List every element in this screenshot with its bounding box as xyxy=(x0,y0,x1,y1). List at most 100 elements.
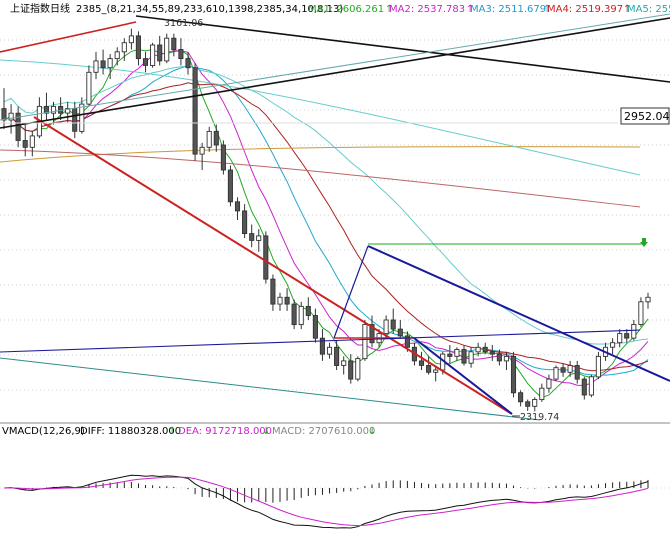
candle-body xyxy=(213,130,219,146)
blue-channel-upper xyxy=(367,245,670,382)
resistance-arrow-icon xyxy=(640,238,648,247)
price-box xyxy=(620,107,670,125)
candle-body xyxy=(135,35,141,60)
candle-body xyxy=(150,44,156,66)
candle-body xyxy=(79,103,85,132)
candle-body xyxy=(107,58,113,69)
candle-body xyxy=(305,305,311,316)
candle-body xyxy=(93,60,99,73)
ma3-arrow: ↑ xyxy=(543,4,551,15)
candle-body xyxy=(22,140,28,148)
candle-body xyxy=(468,351,474,364)
candle-body xyxy=(503,355,509,362)
candle-body xyxy=(1,108,7,121)
candle-body xyxy=(256,235,262,241)
candle-body xyxy=(426,365,432,373)
candle-body xyxy=(595,355,601,378)
candle-body xyxy=(348,360,354,380)
candle-body xyxy=(86,71,92,105)
candle-body xyxy=(234,201,241,212)
candle-body xyxy=(496,353,502,362)
ma4-line xyxy=(3,82,649,372)
macd-dea-arrow: ↓ xyxy=(262,426,270,437)
candle-body xyxy=(206,130,212,148)
candle-body xyxy=(43,105,49,114)
candle-body xyxy=(447,353,453,357)
macd-value-arrow: ↓ xyxy=(368,426,376,437)
candle-body xyxy=(645,296,651,303)
candle-body xyxy=(510,355,517,394)
red-trendline-top xyxy=(0,21,137,53)
high-label: 3161.06 xyxy=(164,18,203,29)
low-label: 2319.74 xyxy=(520,412,559,423)
candle-body xyxy=(560,367,566,373)
red-trendline-down xyxy=(33,116,513,415)
trend-lines xyxy=(0,13,670,421)
candle-body xyxy=(489,351,495,355)
candle-body xyxy=(546,378,552,389)
candle-body xyxy=(334,346,340,366)
candle-body xyxy=(539,387,545,401)
candle-body xyxy=(617,333,623,344)
ma5-line xyxy=(3,65,649,345)
macd-title: VMACD(12,26,9) xyxy=(2,426,85,437)
candle-body xyxy=(277,296,283,305)
candle-body xyxy=(312,315,318,339)
candle-body xyxy=(291,303,297,326)
candle-body xyxy=(178,49,184,60)
macd-dea: DEA: 9172718.000 xyxy=(178,426,272,437)
candle-body xyxy=(390,319,396,330)
macd-panel xyxy=(0,474,670,529)
candle-body xyxy=(475,346,481,353)
candle-body xyxy=(326,346,333,355)
candle-body xyxy=(610,342,616,348)
candle-body xyxy=(249,233,255,241)
candle-body xyxy=(418,360,425,366)
ma7-line xyxy=(0,149,641,208)
ma2-arrow: ↑ xyxy=(466,4,474,15)
black-trendline-up xyxy=(0,17,670,129)
candle-body xyxy=(284,296,290,305)
ma1-arrow: ↑ xyxy=(385,4,393,15)
candle-body xyxy=(461,349,467,364)
candle-body xyxy=(29,135,35,148)
candle-body xyxy=(532,399,538,407)
candle-body xyxy=(525,401,531,407)
candle-body xyxy=(518,392,524,403)
candle-body xyxy=(171,37,177,51)
ma6-line xyxy=(0,146,641,163)
candle-body xyxy=(362,324,368,360)
blue-channel-left xyxy=(333,245,369,339)
candle-body xyxy=(567,365,573,373)
ma4-arrow: ↑ xyxy=(623,4,631,15)
candle-body xyxy=(185,58,191,69)
navy-trendline xyxy=(0,329,641,353)
teal-trendline-long xyxy=(0,357,541,421)
candle-body xyxy=(270,278,276,305)
chart-params: 2385_(8,21,34,55,89,233,610,1398,2385,34… xyxy=(76,4,343,15)
macd-diff-arrow: ↑ xyxy=(168,426,176,437)
candle-body xyxy=(263,235,269,280)
candles xyxy=(1,28,651,412)
candle-body xyxy=(114,51,120,60)
candle-body xyxy=(121,42,127,53)
ma5-readout: MA5: 255 xyxy=(627,4,670,15)
candle-body xyxy=(631,324,637,339)
black-trendline-down xyxy=(135,15,670,83)
candle-body xyxy=(383,319,389,335)
chart-title: 上证指数日线 xyxy=(10,2,70,15)
candle-body xyxy=(638,301,644,325)
candle-body xyxy=(588,376,594,396)
teal-trendline-up xyxy=(0,13,670,121)
candle-body xyxy=(164,37,170,62)
candle-body xyxy=(369,324,375,344)
candle-body xyxy=(341,360,347,366)
ma1-line xyxy=(3,48,649,399)
candle-body xyxy=(50,105,57,114)
candle-body xyxy=(298,305,304,326)
candle-body xyxy=(242,210,248,235)
candle-body xyxy=(72,108,78,132)
ma2-readout: MA2: 2537.783 xyxy=(389,4,465,15)
macd-dea-line xyxy=(3,476,649,527)
